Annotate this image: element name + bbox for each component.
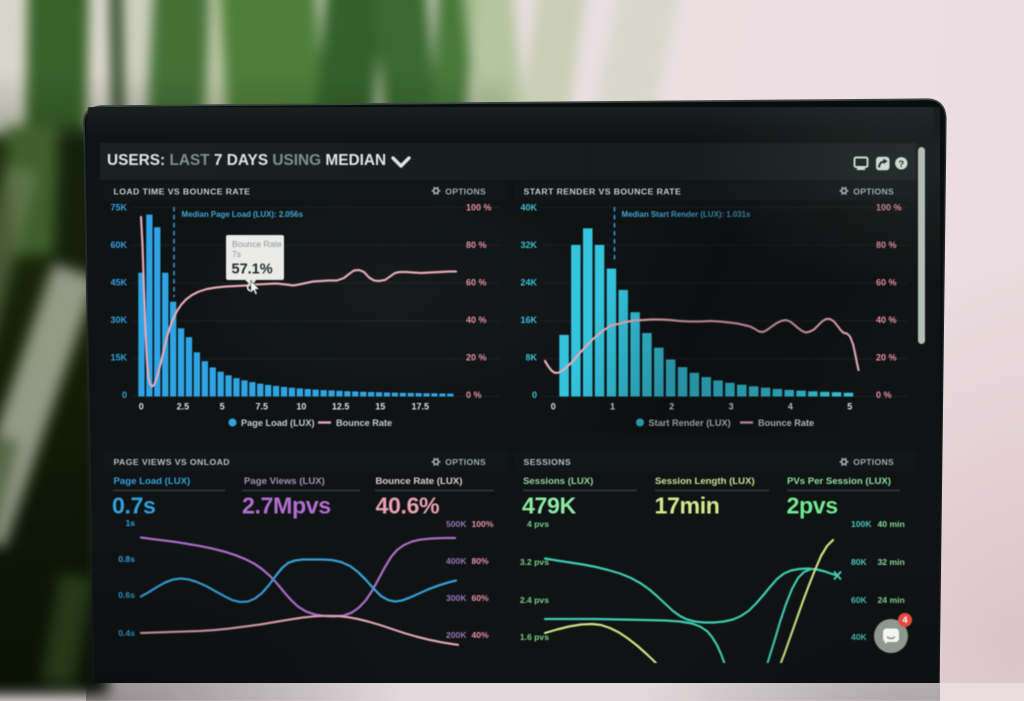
svg-text:60K: 60K bbox=[110, 240, 127, 250]
svg-text:500K: 500K bbox=[446, 519, 467, 529]
svg-text:8K: 8K bbox=[525, 353, 537, 363]
svg-text:Bounce Rate: Bounce Rate bbox=[758, 418, 814, 428]
svg-text:20 %: 20 % bbox=[466, 353, 487, 363]
svg-text:57.1%: 57.1% bbox=[232, 262, 273, 278]
svg-text:80%: 80% bbox=[472, 556, 490, 566]
svg-text:20 %: 20 % bbox=[876, 353, 897, 363]
svg-text:Page Load (LUX): Page Load (LUX) bbox=[241, 418, 315, 428]
svg-text:?: ? bbox=[898, 159, 904, 170]
svg-text:40 %: 40 % bbox=[876, 315, 897, 325]
svg-text:100 %: 100 % bbox=[466, 203, 492, 213]
svg-text:2.5: 2.5 bbox=[177, 402, 190, 412]
svg-text:PAGE VIEWS VS ONLOAD: PAGE VIEWS VS ONLOAD bbox=[114, 457, 230, 467]
svg-text:2.7Mpvs: 2.7Mpvs bbox=[242, 493, 331, 519]
svg-text:3.2 pvs: 3.2 pvs bbox=[520, 557, 549, 567]
svg-text:0: 0 bbox=[551, 402, 556, 412]
svg-text:Sessions (LUX): Sessions (LUX) bbox=[523, 476, 593, 487]
svg-text:LOAD TIME VS BOUNCE RATE: LOAD TIME VS BOUNCE RATE bbox=[114, 187, 251, 197]
svg-text:Bounce Rate: Bounce Rate bbox=[232, 239, 282, 249]
svg-text:80K: 80K bbox=[851, 557, 868, 567]
svg-text:80 %: 80 % bbox=[876, 240, 897, 250]
svg-text:40K: 40K bbox=[520, 203, 537, 213]
svg-text:Median Page Load (LUX): 2.056s: Median Page Load (LUX): 2.056s bbox=[182, 210, 304, 219]
svg-text:5: 5 bbox=[220, 402, 225, 412]
svg-text:400K: 400K bbox=[446, 556, 467, 566]
svg-text:2pvs: 2pvs bbox=[787, 493, 838, 519]
svg-text:START RENDER VS BOUNCE RATE: START RENDER VS BOUNCE RATE bbox=[524, 187, 682, 197]
svg-text:Bounce Rate: Bounce Rate bbox=[336, 418, 392, 428]
svg-text:100 %: 100 % bbox=[876, 203, 902, 213]
svg-text:0.7s: 0.7s bbox=[112, 493, 156, 519]
svg-text:OPTIONS: OPTIONS bbox=[853, 187, 894, 197]
svg-text:32K: 32K bbox=[520, 240, 537, 250]
svg-text:479K: 479K bbox=[522, 493, 576, 519]
svg-text:30K: 30K bbox=[110, 315, 127, 325]
svg-text:4 pvs: 4 pvs bbox=[527, 519, 549, 529]
svg-text:75K: 75K bbox=[110, 203, 127, 213]
svg-text:7.5: 7.5 bbox=[256, 402, 269, 412]
svg-text:Median Start Render (LUX): 1.0: Median Start Render (LUX): 1.031s bbox=[622, 210, 752, 219]
svg-text:2.4 pvs: 2.4 pvs bbox=[520, 595, 549, 605]
svg-text:24K: 24K bbox=[520, 278, 537, 288]
svg-text:Page Load (LUX): Page Load (LUX) bbox=[114, 476, 191, 487]
svg-text:0 %: 0 % bbox=[466, 390, 482, 400]
svg-text:80 %: 80 % bbox=[466, 240, 487, 250]
svg-text:40 min: 40 min bbox=[878, 519, 905, 529]
svg-text:Start Render (LUX): Start Render (LUX) bbox=[649, 418, 731, 428]
svg-text:17.5: 17.5 bbox=[412, 402, 430, 412]
svg-text:16K: 16K bbox=[520, 315, 537, 325]
svg-text:OPTIONS: OPTIONS bbox=[853, 457, 894, 467]
svg-text:15K: 15K bbox=[110, 353, 127, 363]
svg-text:Session Length (LUX): Session Length (LUX) bbox=[655, 476, 755, 487]
svg-text:1.6 pvs: 1.6 pvs bbox=[520, 632, 549, 642]
svg-text:OPTIONS: OPTIONS bbox=[445, 457, 486, 467]
svg-text:7s: 7s bbox=[232, 249, 241, 259]
svg-text:0.6s: 0.6s bbox=[118, 590, 135, 600]
svg-text:45K: 45K bbox=[110, 278, 127, 288]
svg-text:24 min: 24 min bbox=[878, 595, 905, 605]
svg-text:40.6%: 40.6% bbox=[376, 493, 440, 519]
svg-text:OPTIONS: OPTIONS bbox=[445, 187, 486, 197]
svg-text:0: 0 bbox=[122, 390, 127, 400]
svg-text:100%: 100% bbox=[472, 519, 494, 529]
svg-text:0.4s: 0.4s bbox=[118, 628, 135, 638]
svg-text:200K: 200K bbox=[446, 630, 467, 640]
svg-text:3: 3 bbox=[729, 402, 734, 412]
svg-text:17min: 17min bbox=[655, 493, 720, 519]
svg-text:0.8s: 0.8s bbox=[118, 554, 135, 564]
svg-text:2: 2 bbox=[669, 402, 674, 412]
svg-text:60%: 60% bbox=[472, 593, 490, 603]
svg-text:40%: 40% bbox=[472, 630, 490, 640]
svg-text:0: 0 bbox=[532, 390, 537, 400]
svg-text:PVs Per Session (LUX): PVs Per Session (LUX) bbox=[787, 476, 891, 487]
svg-text:40K: 40K bbox=[851, 632, 868, 642]
svg-text:Bounce Rate (LUX): Bounce Rate (LUX) bbox=[376, 476, 463, 487]
svg-text:40 %: 40 % bbox=[466, 315, 487, 325]
svg-text:SESSIONS: SESSIONS bbox=[524, 457, 572, 467]
svg-text:60 %: 60 % bbox=[876, 278, 897, 288]
svg-text:12.5: 12.5 bbox=[332, 402, 350, 412]
svg-text:Page Views (LUX): Page Views (LUX) bbox=[244, 476, 325, 487]
svg-text:1s: 1s bbox=[125, 518, 135, 528]
svg-text:0 %: 0 % bbox=[876, 390, 892, 400]
svg-text:5: 5 bbox=[847, 402, 852, 412]
svg-text:4: 4 bbox=[788, 402, 793, 412]
svg-text:10: 10 bbox=[296, 402, 306, 412]
svg-text:1: 1 bbox=[610, 402, 615, 412]
svg-text:60K: 60K bbox=[851, 595, 868, 605]
svg-text:0: 0 bbox=[139, 402, 144, 412]
svg-text:100K: 100K bbox=[851, 519, 872, 529]
svg-text:300K: 300K bbox=[446, 593, 467, 603]
svg-text:60 %: 60 % bbox=[466, 278, 487, 288]
svg-text:32 min: 32 min bbox=[878, 557, 905, 567]
svg-text:15: 15 bbox=[375, 402, 385, 412]
